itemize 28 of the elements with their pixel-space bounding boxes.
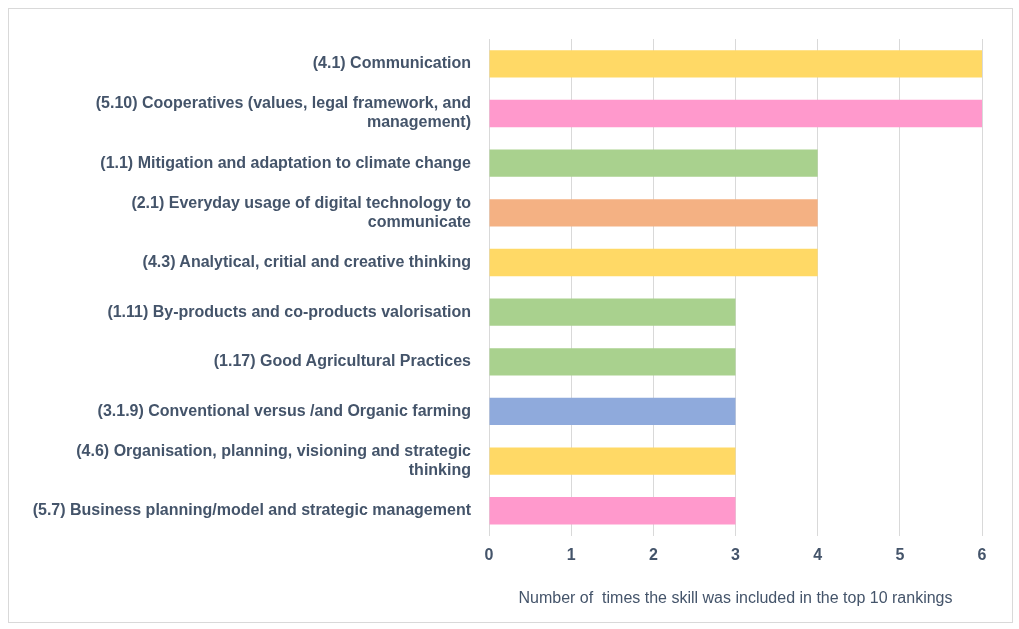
x-tick-label: 6 <box>977 545 987 563</box>
y-tick-label: (4.3) Analytical, critial and creative thinking <box>142 252 471 270</box>
y-tick-label: (1.17) Good Agricultural Practices <box>213 352 472 370</box>
y-tick-label: (1.11) By-products and co-products valorisation <box>107 302 471 320</box>
y-tick-label: (5.7) Business planning/model and strategic management <box>32 501 472 519</box>
x-axis-title: Number of times the skill was included in the top 10 rankings <box>518 588 953 606</box>
x-tick-label: 3 <box>731 545 741 563</box>
x-tick-label: 4 <box>813 545 823 563</box>
y-tick-label: (1.1) Mitigation and adaptation to climate change <box>100 153 472 171</box>
bar <box>489 397 736 426</box>
bar <box>489 199 818 227</box>
bar <box>489 348 736 376</box>
bar <box>489 99 982 128</box>
bar <box>489 149 818 177</box>
bar <box>489 248 818 277</box>
y-tick-label: (5.10) Cooperatives (values, legal framework, and management) <box>95 94 471 131</box>
y-tick-label: (4.6) Organisation, planning, visioning and strategic thinking <box>76 441 472 479</box>
bar <box>489 50 982 78</box>
x-tick-label: 0 <box>484 545 494 563</box>
y-tick-label: (4.1) Communication <box>312 54 471 72</box>
y-tick-label: (3.1.9) Conventional versus /and Organic farming <box>97 401 471 419</box>
bar <box>489 497 736 525</box>
x-tick-label: 5 <box>895 545 905 563</box>
y-tick-label: (2.1) Everyday usage of digital technology to communicate <box>131 193 472 230</box>
x-tick-label: 2 <box>648 545 658 563</box>
bar <box>489 298 736 326</box>
bar <box>489 447 736 475</box>
x-tick-label: 1 <box>566 545 576 563</box>
